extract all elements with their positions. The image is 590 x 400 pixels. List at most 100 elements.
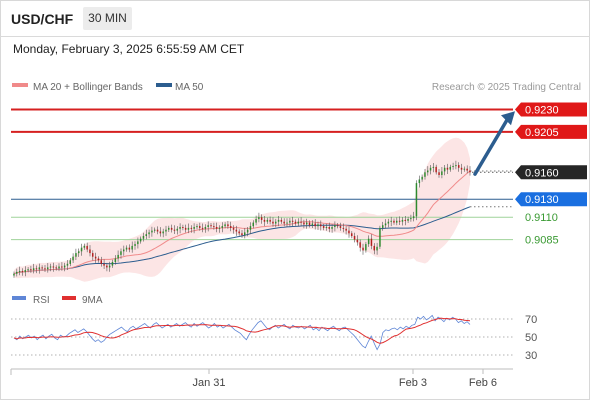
candle-body-69 [207,225,209,227]
candle-body-76 [227,224,229,227]
candle-body-147 [427,170,429,173]
candle-body-115 [336,225,339,227]
rsi-level-label-30: 30 [525,350,537,362]
legend-ma20-label: MA 20 + Bollinger Bands [33,82,143,93]
rsi-level-label-70: 70 [525,314,537,326]
price-level-label-0.9085: 0.9085 [525,235,559,247]
candle-body-141 [410,218,412,220]
forecast-arrow-head [501,111,515,126]
candle-body-125 [365,244,367,251]
candle-body-22 [75,253,77,257]
candle-body-67 [201,227,204,229]
legend-rsi-swatch [12,296,26,300]
candle-body-90 [266,219,269,222]
legend-rsi-ma-swatch [62,296,76,300]
candle-body-87 [258,217,260,219]
candle-body-133 [387,221,390,224]
price-level-label-0.9130: 0.9130 [525,194,559,206]
candle-body-50 [154,229,156,231]
candle-body-152 [441,171,443,175]
candle-body-131 [382,225,384,228]
candle-body-31 [100,260,102,264]
candle-body-52 [159,231,162,234]
candle-body-30 [97,258,100,261]
candle-body-142 [412,216,415,219]
price-level-label-0.9230: 0.9230 [525,105,559,117]
candle-body-40 [125,247,128,250]
candle-body-99 [291,220,294,222]
candle-body-101 [297,221,299,224]
candle-body-0 [13,273,15,276]
candle-body-19 [66,263,69,266]
candle-body-113 [331,227,333,229]
candle-body-47 [145,234,147,236]
candle-body-159 [460,167,463,170]
candle-body-41 [128,247,131,250]
candle-body-129 [376,246,378,251]
candle-body-126 [367,238,370,245]
candle-body-140 [407,219,409,221]
chart-datetime: Monday, February 3, 2025 6:55:59 AM CET [13,42,245,56]
candle-body-17 [61,266,63,268]
candle-body-121 [353,236,356,240]
candle-body-114 [334,225,336,227]
chart-header: USD/CHF 30 MIN [0,0,590,36]
candle-body-154 [446,167,449,170]
candle-body-58 [176,228,178,231]
candle-body-34 [108,265,111,268]
candle-body-160 [463,168,466,170]
candle-body-92 [272,221,274,224]
candle-body-102 [300,221,302,223]
candle-body-130 [379,227,381,247]
candle-body-33 [106,265,108,268]
candle-body-91 [269,219,271,222]
candle-body-28 [92,253,94,257]
candle-body-128 [373,245,375,251]
candle-body-55 [168,227,170,230]
x-tick-label-0: Jan 31 [192,377,225,389]
candle-body-153 [443,167,446,172]
price-level-label-0.9205: 0.9205 [525,127,559,139]
candle-body-119 [348,230,350,234]
candle-body-108 [317,224,319,227]
candle-body-123 [359,242,361,248]
candle-body-68 [204,227,207,229]
candle-body-124 [362,247,364,251]
bollinger-band-area [14,137,470,282]
candle-body-149 [432,166,435,168]
candle-body-146 [424,172,426,177]
candle-body-72 [215,227,218,229]
candle-body-158 [458,165,460,168]
candle-body-116 [339,226,342,228]
price-levels [11,108,513,241]
price-level-tag-0.9160 [515,165,587,180]
candle-body-44 [137,241,139,245]
candle-body-77 [230,226,232,228]
candle-body-118 [345,228,347,231]
candle-body-104 [306,222,308,225]
candle-body-127 [370,238,373,246]
timeframe-badge[interactable]: 30 MIN [83,7,132,30]
candle-body-139 [404,219,406,221]
candle-body-16 [58,266,60,269]
candle-body-36 [114,258,117,263]
price-level-tag-0.9130 [515,192,587,207]
candle-body-75 [224,224,226,227]
candle-body-81 [241,233,243,236]
legend-ma20-swatch [12,83,28,87]
candle-body-110 [322,226,325,228]
candle-body-96 [283,221,285,224]
candle-body-135 [393,220,395,223]
candle-body-97 [286,222,288,224]
candle-body-7 [32,268,35,271]
candle-body-37 [117,254,119,259]
candle-body-157 [455,165,457,167]
candle-body-109 [320,224,322,227]
candle-body-63 [190,227,193,229]
candle-body-144 [418,179,421,184]
candle-body-66 [199,226,201,228]
candle-body-53 [162,231,164,234]
candle-body-80 [238,231,240,234]
candle-body-95 [280,219,283,222]
